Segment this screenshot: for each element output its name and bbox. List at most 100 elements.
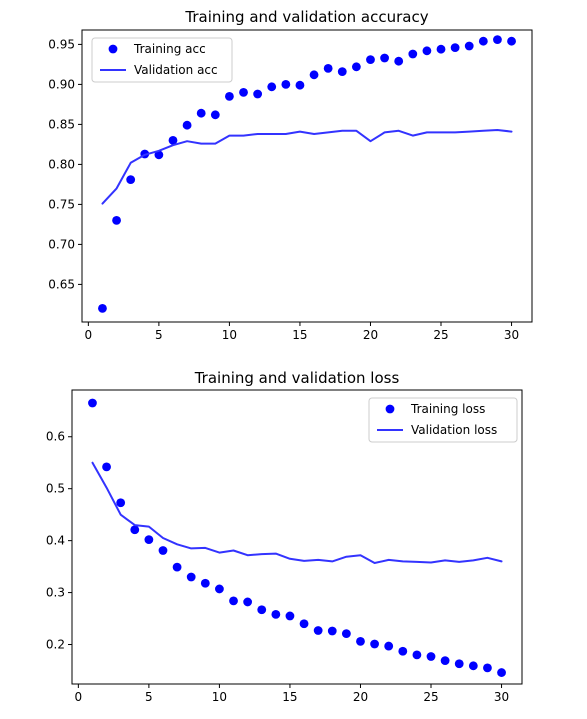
loss-legend: Training loss Validation loss <box>368 397 518 443</box>
loss-chart-title: Training and validation loss <box>194 369 400 387</box>
loss-training-point <box>215 584 224 594</box>
loss-training-point <box>497 668 506 677</box>
loss-y-tick-label: 0.3 <box>46 586 65 600</box>
accuracy-y-tick-label: 0.70 <box>48 237 75 251</box>
accuracy-training-point <box>210 110 220 120</box>
accuracy-x-tick-label: 25 <box>433 328 448 342</box>
accuracy-training-point <box>168 136 178 145</box>
loss-training-point <box>144 535 154 544</box>
accuracy-training-point <box>351 62 361 72</box>
accuracy-training-point <box>196 108 206 118</box>
accuracy-y-tick-label: 0.65 <box>48 277 75 291</box>
loss-training-point <box>186 572 196 582</box>
loss-training-point <box>440 656 450 666</box>
loss-training-point <box>158 546 168 555</box>
loss-legend-label: Training loss <box>410 402 485 416</box>
loss-training-point <box>398 646 408 656</box>
loss-plot-frame <box>71 389 523 685</box>
accuracy-legend-box <box>91 37 233 83</box>
accuracy-y-tick-label: 0.90 <box>48 77 75 91</box>
accuracy-training-point <box>126 175 136 185</box>
accuracy-training-point <box>154 150 164 160</box>
loss-training-point <box>172 562 182 572</box>
loss-training-point <box>243 597 253 607</box>
accuracy-validation-line <box>101 129 513 205</box>
accuracy-training-point <box>478 36 488 46</box>
accuracy-legend-dot-swatch <box>108 44 118 54</box>
loss-training-point <box>356 637 365 646</box>
accuracy-x-tick-label: 20 <box>363 328 378 342</box>
loss-training-point <box>130 525 140 535</box>
accuracy-training-point <box>281 80 291 89</box>
accuracy-x-tick-label: 30 <box>504 328 519 342</box>
accuracy-training-point <box>182 120 192 130</box>
loss-training-point <box>327 626 337 636</box>
accuracy-training-point <box>225 92 234 101</box>
accuracy-training-point <box>309 70 319 80</box>
loss-y-tick-label: 0.6 <box>46 430 65 444</box>
loss-validation-line <box>91 461 503 564</box>
loss-training-point <box>285 611 295 621</box>
loss-training-point <box>468 661 478 671</box>
accuracy-training-point <box>408 49 418 59</box>
loss-training-point <box>483 663 492 673</box>
loss-marks <box>88 398 506 677</box>
accuracy-training-point <box>239 88 248 97</box>
loss-y-tick-label: 0.4 <box>46 534 65 548</box>
accuracy-x-tick-label: 0 <box>85 328 93 342</box>
loss-x-tick-label: 0 <box>75 690 83 704</box>
accuracy-training-point <box>464 41 474 51</box>
loss-training-point <box>412 650 422 660</box>
loss-legend-box <box>368 397 518 443</box>
accuracy-x-tick-label: 10 <box>222 328 237 342</box>
accuracy-training-point <box>253 89 263 99</box>
loss-training-point <box>102 462 111 472</box>
loss-training-point <box>426 652 436 661</box>
loss-training-point <box>200 578 210 588</box>
accuracy-y-tick-label: 0.80 <box>48 157 75 171</box>
accuracy-training-point <box>380 53 389 63</box>
accuracy-training-point <box>366 55 375 64</box>
accuracy-training-point <box>267 82 277 92</box>
accuracy-marks <box>98 35 516 313</box>
accuracy-ticks: 0 5 10 15 20 25 30 0.65 0.70 0.75 0.80 0.85 0.90 0.95 <box>48 37 519 342</box>
accuracy-training-point <box>112 216 121 225</box>
accuracy-y-tick-label: 0.75 <box>48 197 75 211</box>
accuracy-training-point <box>493 35 502 44</box>
loss-training-point <box>299 619 309 629</box>
loss-training-point <box>384 641 394 651</box>
accuracy-training-point <box>507 36 516 46</box>
accuracy-legend-label: Validation acc <box>134 63 218 77</box>
accuracy-training-point <box>394 56 404 66</box>
loss-training-point <box>88 398 97 408</box>
accuracy-training-point <box>436 44 446 54</box>
loss-legend-dot-swatch <box>385 404 395 414</box>
accuracy-x-tick-label: 5 <box>155 328 163 342</box>
loss-training-point <box>257 605 267 615</box>
loss-training-point <box>229 596 238 606</box>
loss-training-point <box>116 498 126 508</box>
accuracy-y-tick-label: 0.85 <box>48 117 75 131</box>
loss-x-tick-label: 5 <box>145 690 153 704</box>
accuracy-training-point <box>422 46 432 56</box>
loss-legend-label: Validation loss <box>411 423 497 437</box>
loss-training-point <box>370 639 379 649</box>
accuracy-training-point <box>323 64 333 73</box>
loss-training-point <box>313 626 323 635</box>
accuracy-training-point <box>450 43 460 52</box>
loss-x-tick-label: 25 <box>423 690 438 704</box>
loss-training-point <box>341 629 351 639</box>
loss-y-tick-label: 0.5 <box>46 482 65 496</box>
accuracy-x-tick-label: 15 <box>292 328 307 342</box>
accuracy-chart-title: Training and validation accuracy <box>184 8 428 26</box>
loss-y-tick-label: 0.2 <box>46 638 65 652</box>
accuracy-legend-label: Training acc <box>133 42 206 56</box>
accuracy-training-point <box>98 304 107 313</box>
accuracy-training-point <box>337 67 347 76</box>
accuracy-legend: Training acc Validation acc <box>91 37 233 83</box>
accuracy-y-tick-label: 0.95 <box>48 37 75 51</box>
accuracy-training-point <box>295 80 305 90</box>
loss-x-tick-label: 15 <box>282 690 297 704</box>
